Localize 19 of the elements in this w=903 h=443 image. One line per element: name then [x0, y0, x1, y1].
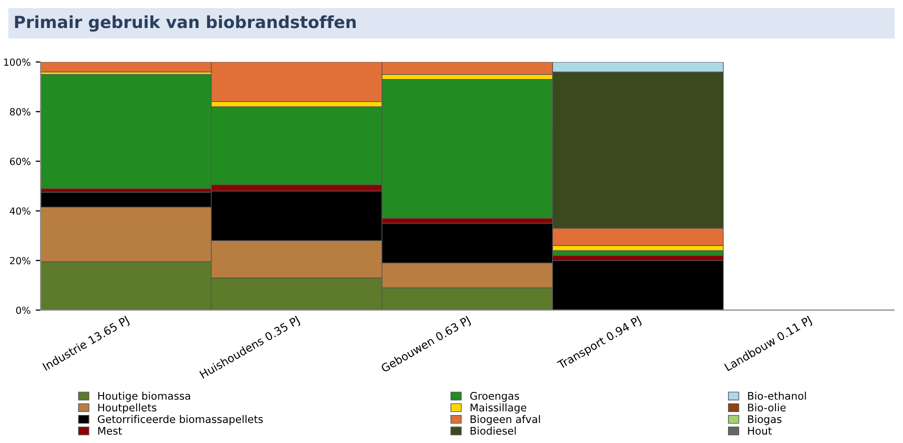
- legend-label: Houtige biomassa: [98, 392, 190, 402]
- legend-label: Getorrificeerde biomassapellets: [98, 415, 263, 426]
- y-tick-label: 0%: [16, 306, 30, 314]
- legend-label: Mest: [98, 426, 122, 435]
- legend-label: Biodiesel: [470, 426, 516, 435]
- y-tick-label: 60%: [10, 158, 30, 166]
- y-tick-label: 40%: [10, 207, 30, 215]
- legend-label: Bio-ethanol: [748, 392, 806, 400]
- legend-label: Biogas: [748, 415, 782, 426]
- legend-label: Houtpellets: [98, 403, 156, 414]
- legend-label: Groengas: [470, 392, 520, 402]
- legend-label: Biogeen afval: [470, 415, 540, 426]
- legend-label: Bio-olie: [748, 403, 786, 412]
- chart-title: Primair gebruik van biobrandstoffen: [15, 15, 356, 32]
- y-tick-label: 80%: [10, 108, 30, 116]
- legend-label: Maissillage: [470, 403, 526, 414]
- y-tick-label: 20%: [10, 256, 30, 264]
- y-tick-label: 100%: [4, 58, 30, 66]
- legend-label: Hout: [748, 426, 772, 435]
